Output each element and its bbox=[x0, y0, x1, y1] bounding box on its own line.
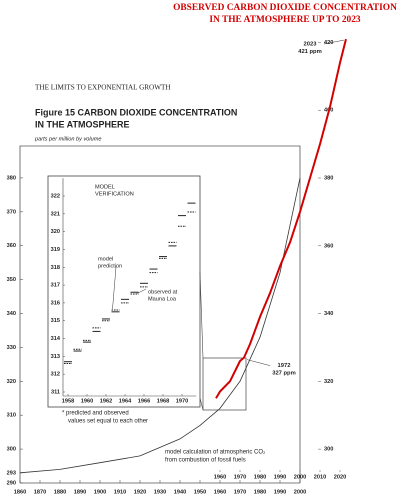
y-tick-label: 300 bbox=[7, 447, 16, 453]
y-tick-label: 330 bbox=[7, 345, 16, 351]
x-tick-label: 1962 bbox=[100, 398, 112, 404]
y-tick-label: 293 bbox=[7, 470, 16, 476]
x-tick-label: 1860 bbox=[14, 489, 26, 495]
x-tick-label: 2000 bbox=[294, 474, 306, 480]
x-tick-label: 1960 bbox=[81, 398, 93, 404]
zoom-connector bbox=[199, 397, 204, 411]
footnote: values set equal to each other bbox=[68, 419, 148, 425]
y-tick-label: 314 bbox=[51, 336, 61, 342]
y-tick-label: 319 bbox=[51, 247, 60, 253]
y-tick-label: 311 bbox=[51, 389, 60, 395]
y-tick-label: 316 bbox=[51, 300, 60, 306]
x-tick-label: 2010 bbox=[314, 474, 326, 480]
y-tick-label: 320 bbox=[7, 379, 16, 385]
x-tick-label: 1966 bbox=[138, 398, 150, 404]
y-tick-label: 322 bbox=[51, 194, 60, 200]
y-tick-label: 380 bbox=[324, 175, 333, 181]
series-label: Mauna Loa bbox=[148, 296, 177, 302]
zoom-box bbox=[202, 357, 247, 411]
y-tick-label: 313 bbox=[51, 354, 60, 360]
y-tick-label: 318 bbox=[51, 265, 60, 271]
x-tick-label: 1970 bbox=[176, 398, 188, 404]
data-line bbox=[19, 177, 301, 474]
y-tick-label: 312 bbox=[51, 372, 60, 378]
y-tick-label: 320 bbox=[51, 229, 60, 235]
footnote: * predicted and observed bbox=[62, 411, 129, 417]
overlay-title: IN THE ATMOSPHERE UP TO 2023 bbox=[209, 15, 360, 25]
annotation: model calculation of atmospheric CO₂ bbox=[165, 450, 266, 456]
series-label: model bbox=[98, 256, 113, 262]
annotation-label: 2023 bbox=[304, 42, 318, 48]
x-tick-label: 1890 bbox=[74, 489, 86, 495]
annotation-label: 327 ppm bbox=[272, 371, 296, 377]
x-tick-label: 1958 bbox=[62, 398, 74, 404]
x-tick-label: 1920 bbox=[134, 489, 146, 495]
inset-title: MODEL bbox=[95, 184, 115, 190]
x-tick-label: 1990 bbox=[274, 489, 286, 495]
annotation-leader bbox=[246, 359, 271, 366]
x-tick-label: 1980 bbox=[254, 489, 266, 495]
inset-frame bbox=[47, 175, 201, 408]
y-tick-label: 350 bbox=[7, 277, 16, 283]
y-tick-label: 360 bbox=[7, 243, 16, 249]
x-tick-label: 1910 bbox=[114, 489, 126, 495]
y-tick-label: 321 bbox=[51, 211, 60, 217]
y-axis-label: parts per million by volume bbox=[34, 136, 102, 142]
y-tick-label: 310 bbox=[7, 413, 16, 419]
x-tick-label: 1960 bbox=[214, 489, 226, 495]
y-tick-label: 290 bbox=[7, 480, 16, 486]
plot-frame bbox=[19, 145, 301, 483]
inset-title: VERIFICATION bbox=[95, 191, 134, 197]
label-pointer bbox=[112, 266, 117, 310]
y-tick-label: 370 bbox=[7, 209, 16, 215]
x-tick-label: 1900 bbox=[94, 489, 106, 495]
y-tick-label: 380 bbox=[7, 175, 16, 181]
annotation: from combustion of fossil fuels bbox=[165, 458, 246, 464]
series-label: prediction bbox=[98, 263, 122, 269]
x-tick-label: 1980 bbox=[254, 474, 266, 480]
y-tick-label: 340 bbox=[324, 311, 333, 317]
x-tick-label: 1870 bbox=[34, 489, 46, 495]
x-tick-label: 1950 bbox=[194, 489, 206, 495]
y-tick-label: 360 bbox=[324, 243, 333, 249]
annotation-leader bbox=[323, 39, 345, 45]
x-tick-label: 1964 bbox=[119, 398, 132, 404]
figure-title: IN THE ATMOSPHERE bbox=[35, 119, 130, 129]
annotation-label: 1972 bbox=[278, 363, 291, 369]
running-head: THE LIMITS TO EXPONENTIAL GROWTH bbox=[35, 84, 171, 92]
x-tick-label: 2000 bbox=[294, 489, 306, 495]
annotation-label: 421 ppm bbox=[298, 49, 322, 55]
data-line bbox=[215, 38, 347, 399]
label-pointer bbox=[135, 288, 147, 295]
y-tick-label: 320 bbox=[324, 379, 333, 385]
x-tick-label: 1970 bbox=[234, 489, 246, 495]
x-tick-label: 1968 bbox=[157, 398, 169, 404]
y-tick-label: 340 bbox=[7, 311, 16, 317]
series-label: observed at bbox=[148, 289, 178, 295]
x-tick-label: 1940 bbox=[174, 489, 186, 495]
figure-title: Figure 15 CARBON DIOXIDE CONCENTRATION bbox=[35, 107, 237, 117]
x-tick-label: 1990 bbox=[274, 474, 286, 480]
x-tick-label: 1960 bbox=[214, 474, 226, 480]
y-tick-label: 317 bbox=[51, 283, 60, 289]
x-tick-label: 2020 bbox=[334, 474, 346, 480]
x-tick-label: 1930 bbox=[154, 489, 166, 495]
x-tick-label: 1970 bbox=[234, 474, 246, 480]
overlay-title: OBSERVED CARBON DIOXIDE CONCENTRATION bbox=[173, 3, 397, 13]
x-tick-label: 1880 bbox=[54, 489, 66, 495]
y-tick-label: 315 bbox=[51, 318, 60, 324]
zoom-connector bbox=[199, 271, 204, 359]
y-tick-label: 300 bbox=[324, 447, 333, 453]
